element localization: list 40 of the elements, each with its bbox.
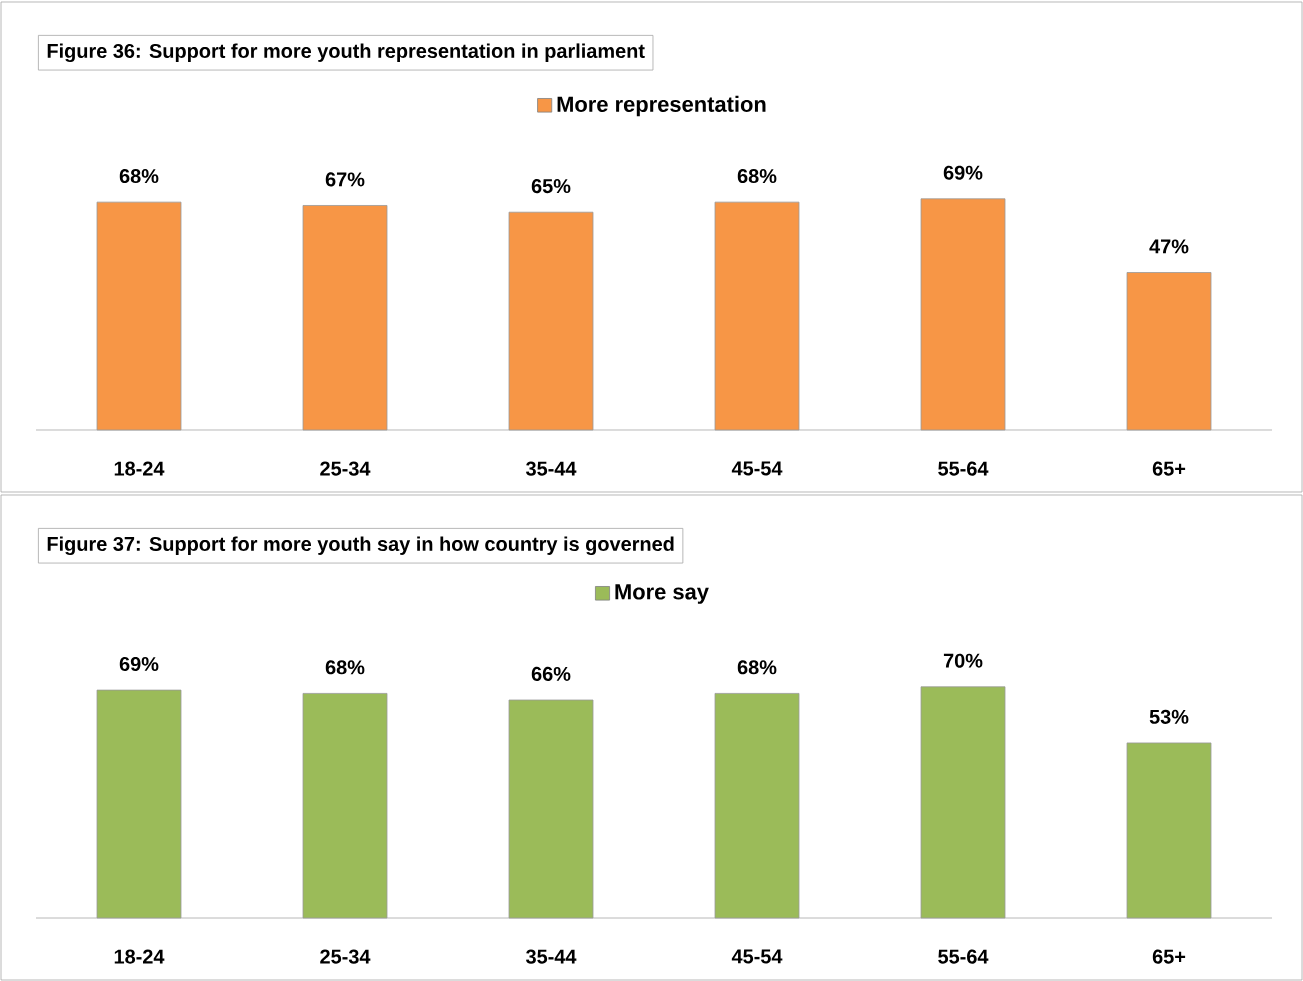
bar [302, 693, 388, 919]
data-label: 69% [943, 165, 983, 180]
x-tick-label: 18-24 [114, 461, 165, 476]
data-label: 67% [325, 172, 365, 187]
bar [920, 198, 1006, 431]
bar [508, 699, 594, 919]
x-tick-label: 45-54 [731, 461, 783, 476]
x-tick-label: 35-44 [525, 949, 577, 964]
bar [302, 205, 388, 431]
bar [714, 201, 800, 431]
bar [1126, 742, 1212, 919]
data-label: 69% [119, 656, 159, 672]
data-label: 66% [531, 666, 571, 681]
legend-label: More representation [557, 95, 766, 117]
data-label: 70% [943, 653, 983, 668]
data-label: 68% [325, 660, 365, 675]
legend-label: More say [615, 584, 709, 604]
bar [714, 693, 800, 919]
x-tick-label: 65+ [1152, 461, 1186, 476]
bar [96, 201, 182, 431]
x-tick-label: 65+ [1152, 949, 1186, 964]
data-label: 68% [737, 660, 777, 675]
bar [1126, 272, 1212, 431]
x-tick-label: 18-24 [114, 949, 165, 964]
data-label: 65% [531, 179, 571, 194]
x-tick-label: 35-44 [525, 461, 577, 476]
x-tick-label: 25-34 [320, 949, 371, 964]
chart-title: Figure 36: Support for more youth representation in parliament [47, 43, 645, 63]
x-tick-label: 55-64 [938, 949, 989, 964]
bar [96, 689, 182, 919]
x-tick-label: 25-34 [320, 461, 371, 476]
data-label: 53% [1149, 709, 1189, 724]
chart-title: Figure 37: Support for more youth say in how country is governed [47, 536, 674, 556]
x-tick-label: 45-54 [731, 949, 783, 964]
data-label: 47% [1149, 239, 1189, 254]
data-label: 68% [737, 169, 777, 184]
bar [508, 211, 594, 431]
x-tick-label: 55-64 [938, 461, 989, 476]
data-label: 68% [119, 169, 159, 184]
bar [920, 686, 1006, 919]
